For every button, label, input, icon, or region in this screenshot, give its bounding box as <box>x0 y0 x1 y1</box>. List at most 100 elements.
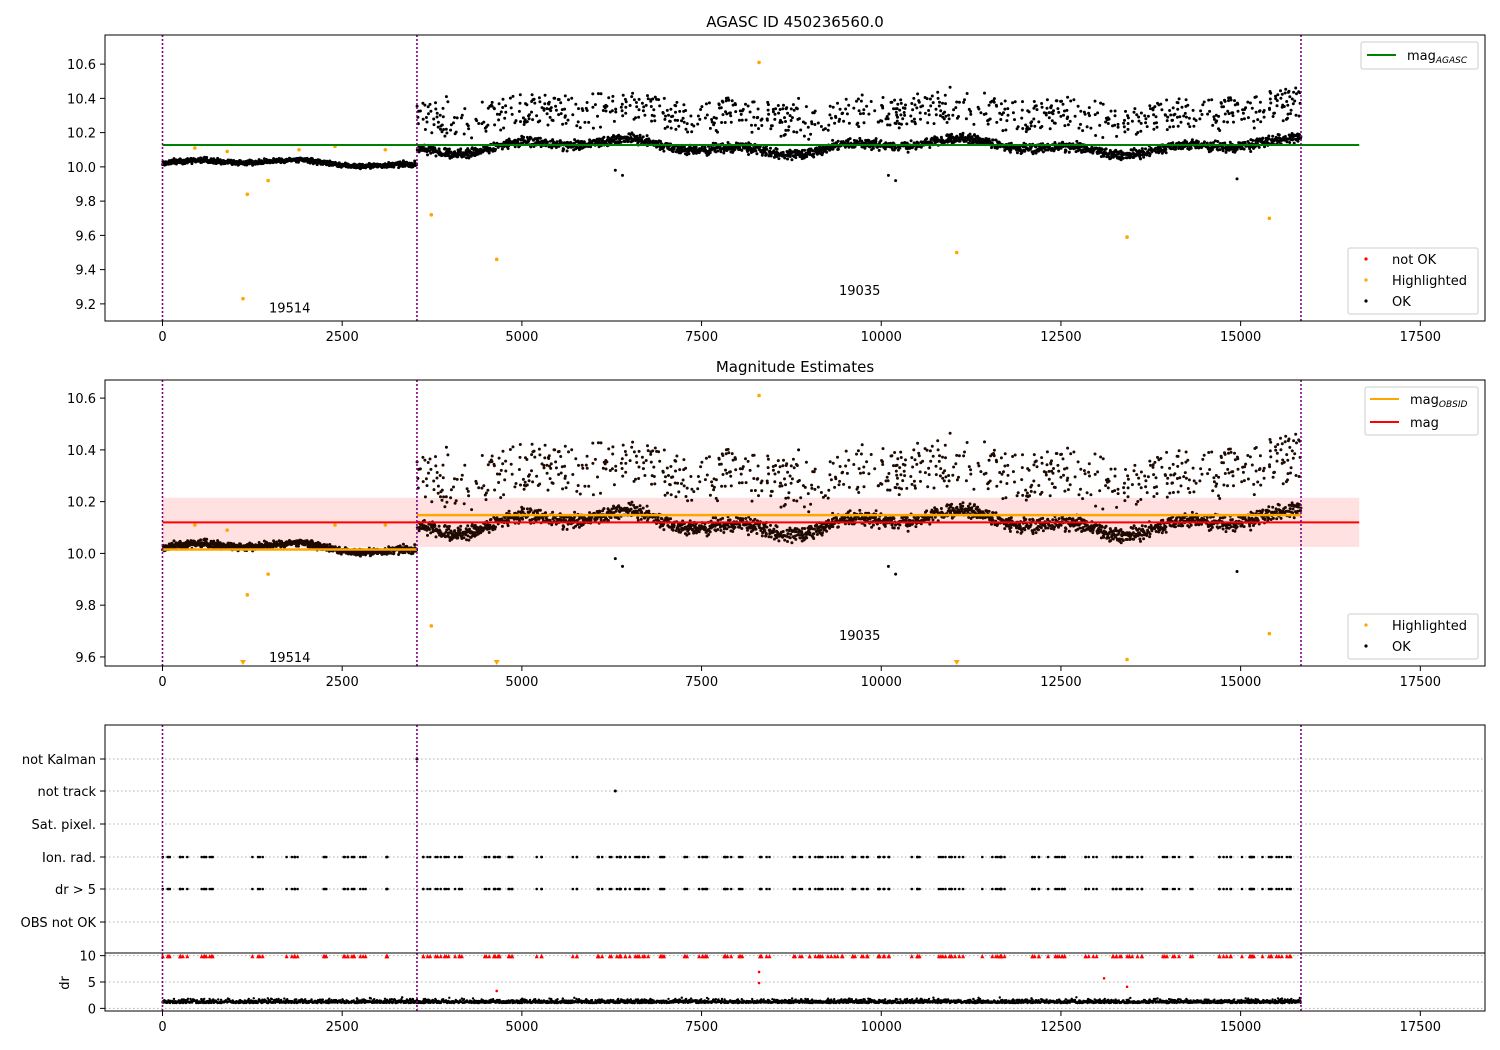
ok-point <box>449 488 453 492</box>
ok-point <box>426 105 430 109</box>
ok-point <box>834 116 838 119</box>
ok-point <box>601 109 605 112</box>
ok-point <box>492 107 496 111</box>
ok-point <box>1021 100 1024 104</box>
ok-point <box>788 114 792 118</box>
ok-point <box>585 109 589 112</box>
ok-point <box>725 112 729 116</box>
ok-point <box>530 110 533 114</box>
ok-point <box>723 121 727 124</box>
legend-highlighted-label: Highlighted <box>1392 274 1467 289</box>
ok-point <box>1288 95 1292 99</box>
ok-point <box>977 107 981 111</box>
ok-point <box>1254 110 1258 114</box>
highlighted-point <box>1267 216 1272 221</box>
ok-point <box>434 107 438 111</box>
ok-point <box>462 132 466 136</box>
ok-point <box>1126 116 1130 120</box>
ok-point <box>426 153 429 157</box>
ok-point <box>439 495 442 499</box>
ok-point <box>1107 117 1111 121</box>
ok-point <box>1229 98 1233 102</box>
ok-point <box>490 454 494 458</box>
ok-point <box>1093 99 1097 103</box>
ok-point <box>682 103 686 107</box>
ok-point <box>650 119 654 123</box>
ok-point <box>788 155 792 158</box>
ok-point <box>428 528 431 531</box>
ok-point <box>726 141 730 144</box>
ok-point <box>1217 114 1221 118</box>
ok-point <box>724 110 727 114</box>
ok-point <box>888 123 892 127</box>
ok-point <box>766 108 770 112</box>
ok-point <box>435 476 439 480</box>
ok-point <box>503 478 507 482</box>
ok-point <box>560 141 564 145</box>
ok-point <box>423 103 427 107</box>
ok-point <box>275 540 279 544</box>
ok-point <box>948 85 952 89</box>
ok-point <box>804 105 808 109</box>
ok-point <box>662 145 666 149</box>
ok-point <box>1183 111 1187 115</box>
ok-point <box>771 107 775 111</box>
ok-point <box>995 120 999 124</box>
ok-point <box>1262 109 1266 112</box>
ok-point <box>1063 124 1067 128</box>
ok-point <box>1066 115 1070 119</box>
xtick-label: 12500 <box>1040 330 1081 345</box>
ok-point <box>1189 146 1193 150</box>
ok-point <box>1106 122 1110 125</box>
ok-point <box>903 113 907 117</box>
panel1-frame <box>104 34 1486 322</box>
ok-point <box>686 130 690 134</box>
ok-point <box>1196 140 1200 144</box>
ok-point <box>1291 102 1295 106</box>
xtick-label: 0 <box>158 330 166 345</box>
ok-point <box>1146 114 1150 118</box>
ok-point <box>836 139 840 143</box>
ok-point <box>513 145 517 149</box>
ok-point <box>1166 115 1170 119</box>
ok-point <box>772 151 776 155</box>
ok-point <box>397 553 401 556</box>
ok-point <box>992 97 996 101</box>
ok-point <box>517 109 521 113</box>
ok-point <box>797 117 801 121</box>
ok-point <box>501 97 505 101</box>
ok-point <box>886 117 890 121</box>
ok-point <box>1216 140 1220 143</box>
ok-point <box>470 136 474 140</box>
ok-point <box>465 156 468 160</box>
ok-point <box>740 118 744 122</box>
ok-point <box>421 480 425 484</box>
ok-point <box>1047 116 1051 120</box>
ok-point <box>635 105 639 109</box>
ok-point <box>548 115 552 119</box>
ok-point <box>862 108 866 112</box>
ok-point <box>779 134 783 138</box>
ok-point <box>441 106 445 110</box>
ok-point <box>780 120 784 124</box>
ok-point <box>1045 98 1049 102</box>
ok-point <box>487 531 491 534</box>
ok-point <box>1257 145 1261 149</box>
ok-point <box>783 116 786 120</box>
ok-point <box>797 96 801 100</box>
highlighted-point <box>241 296 245 301</box>
legend-notok-label: not OK <box>1392 253 1437 268</box>
ok-point <box>1171 106 1175 110</box>
ok-point <box>847 145 851 149</box>
ok-point <box>662 96 666 100</box>
ok-point <box>547 100 551 104</box>
ok-point <box>674 127 678 131</box>
ok-point <box>1176 101 1180 105</box>
ytick-label: 10.2 <box>67 127 96 142</box>
ok-point <box>527 117 531 121</box>
ok-point <box>1165 98 1169 102</box>
ok-point <box>1207 98 1211 102</box>
ok-point <box>641 109 645 113</box>
ok-point <box>899 113 903 117</box>
ok-point <box>778 108 782 111</box>
